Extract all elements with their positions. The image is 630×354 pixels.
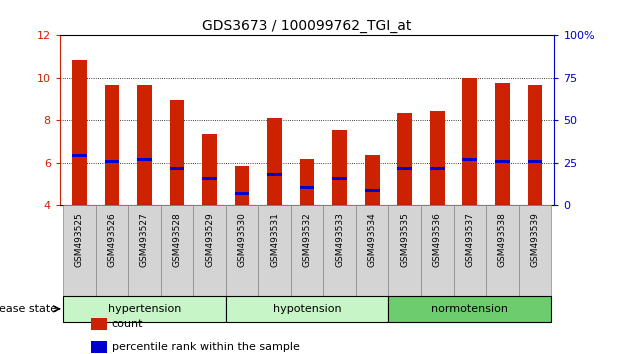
FancyBboxPatch shape	[63, 205, 96, 296]
Text: GSM493528: GSM493528	[173, 212, 181, 267]
FancyBboxPatch shape	[356, 205, 389, 296]
Bar	[169, 167, 185, 170]
Text: GSM493534: GSM493534	[368, 212, 377, 267]
Text: GSM493538: GSM493538	[498, 212, 507, 267]
Bar	[105, 160, 119, 163]
Bar	[365, 189, 379, 192]
FancyBboxPatch shape	[454, 205, 486, 296]
FancyBboxPatch shape	[323, 205, 356, 296]
FancyBboxPatch shape	[518, 205, 551, 296]
Text: GSM493525: GSM493525	[75, 212, 84, 267]
FancyBboxPatch shape	[486, 205, 518, 296]
FancyBboxPatch shape	[96, 205, 128, 296]
Text: normotension: normotension	[432, 304, 508, 314]
FancyBboxPatch shape	[161, 205, 193, 296]
Bar	[267, 118, 282, 205]
Text: GSM493533: GSM493533	[335, 212, 344, 267]
Text: disease state: disease state	[0, 304, 57, 314]
Text: GSM493531: GSM493531	[270, 212, 279, 267]
FancyBboxPatch shape	[291, 205, 323, 296]
Bar	[300, 186, 314, 189]
Bar	[462, 158, 477, 161]
Bar	[235, 192, 249, 195]
Text: GSM493537: GSM493537	[466, 212, 474, 267]
Text: GSM493530: GSM493530	[238, 212, 246, 267]
Bar	[72, 60, 87, 205]
Bar	[462, 78, 477, 205]
Bar	[430, 167, 445, 170]
Bar	[430, 111, 445, 205]
Text: GSM493527: GSM493527	[140, 212, 149, 267]
Bar	[365, 155, 379, 205]
Title: GDS3673 / 100099762_TGI_at: GDS3673 / 100099762_TGI_at	[202, 19, 412, 33]
FancyBboxPatch shape	[193, 205, 226, 296]
Bar	[137, 85, 152, 205]
Text: hypertension: hypertension	[108, 304, 181, 314]
Bar	[495, 160, 510, 163]
FancyBboxPatch shape	[389, 296, 551, 322]
Bar	[527, 85, 542, 205]
Bar	[267, 173, 282, 176]
Bar	[398, 167, 412, 170]
Text: GSM493532: GSM493532	[302, 212, 312, 267]
FancyBboxPatch shape	[128, 205, 161, 296]
Bar	[527, 160, 542, 163]
Bar	[333, 130, 347, 205]
Text: GSM493529: GSM493529	[205, 212, 214, 267]
Bar	[202, 134, 217, 205]
FancyBboxPatch shape	[226, 296, 389, 322]
Bar	[333, 177, 347, 180]
Bar	[105, 85, 119, 205]
Text: percentile rank within the sample: percentile rank within the sample	[112, 342, 299, 352]
Bar	[300, 159, 314, 205]
Bar	[137, 158, 152, 161]
Bar	[495, 83, 510, 205]
Text: GSM493536: GSM493536	[433, 212, 442, 267]
FancyBboxPatch shape	[63, 296, 226, 322]
Text: GSM493539: GSM493539	[530, 212, 539, 267]
Bar	[202, 177, 217, 180]
Text: hypotension: hypotension	[273, 304, 341, 314]
Text: GSM493526: GSM493526	[107, 212, 117, 267]
FancyBboxPatch shape	[421, 205, 454, 296]
FancyBboxPatch shape	[226, 205, 258, 296]
Bar	[398, 113, 412, 205]
FancyBboxPatch shape	[389, 205, 421, 296]
Bar	[72, 154, 87, 157]
FancyBboxPatch shape	[258, 205, 291, 296]
Bar	[169, 100, 185, 205]
Bar	[235, 166, 249, 205]
Text: count: count	[112, 319, 143, 329]
Text: GSM493535: GSM493535	[400, 212, 410, 267]
